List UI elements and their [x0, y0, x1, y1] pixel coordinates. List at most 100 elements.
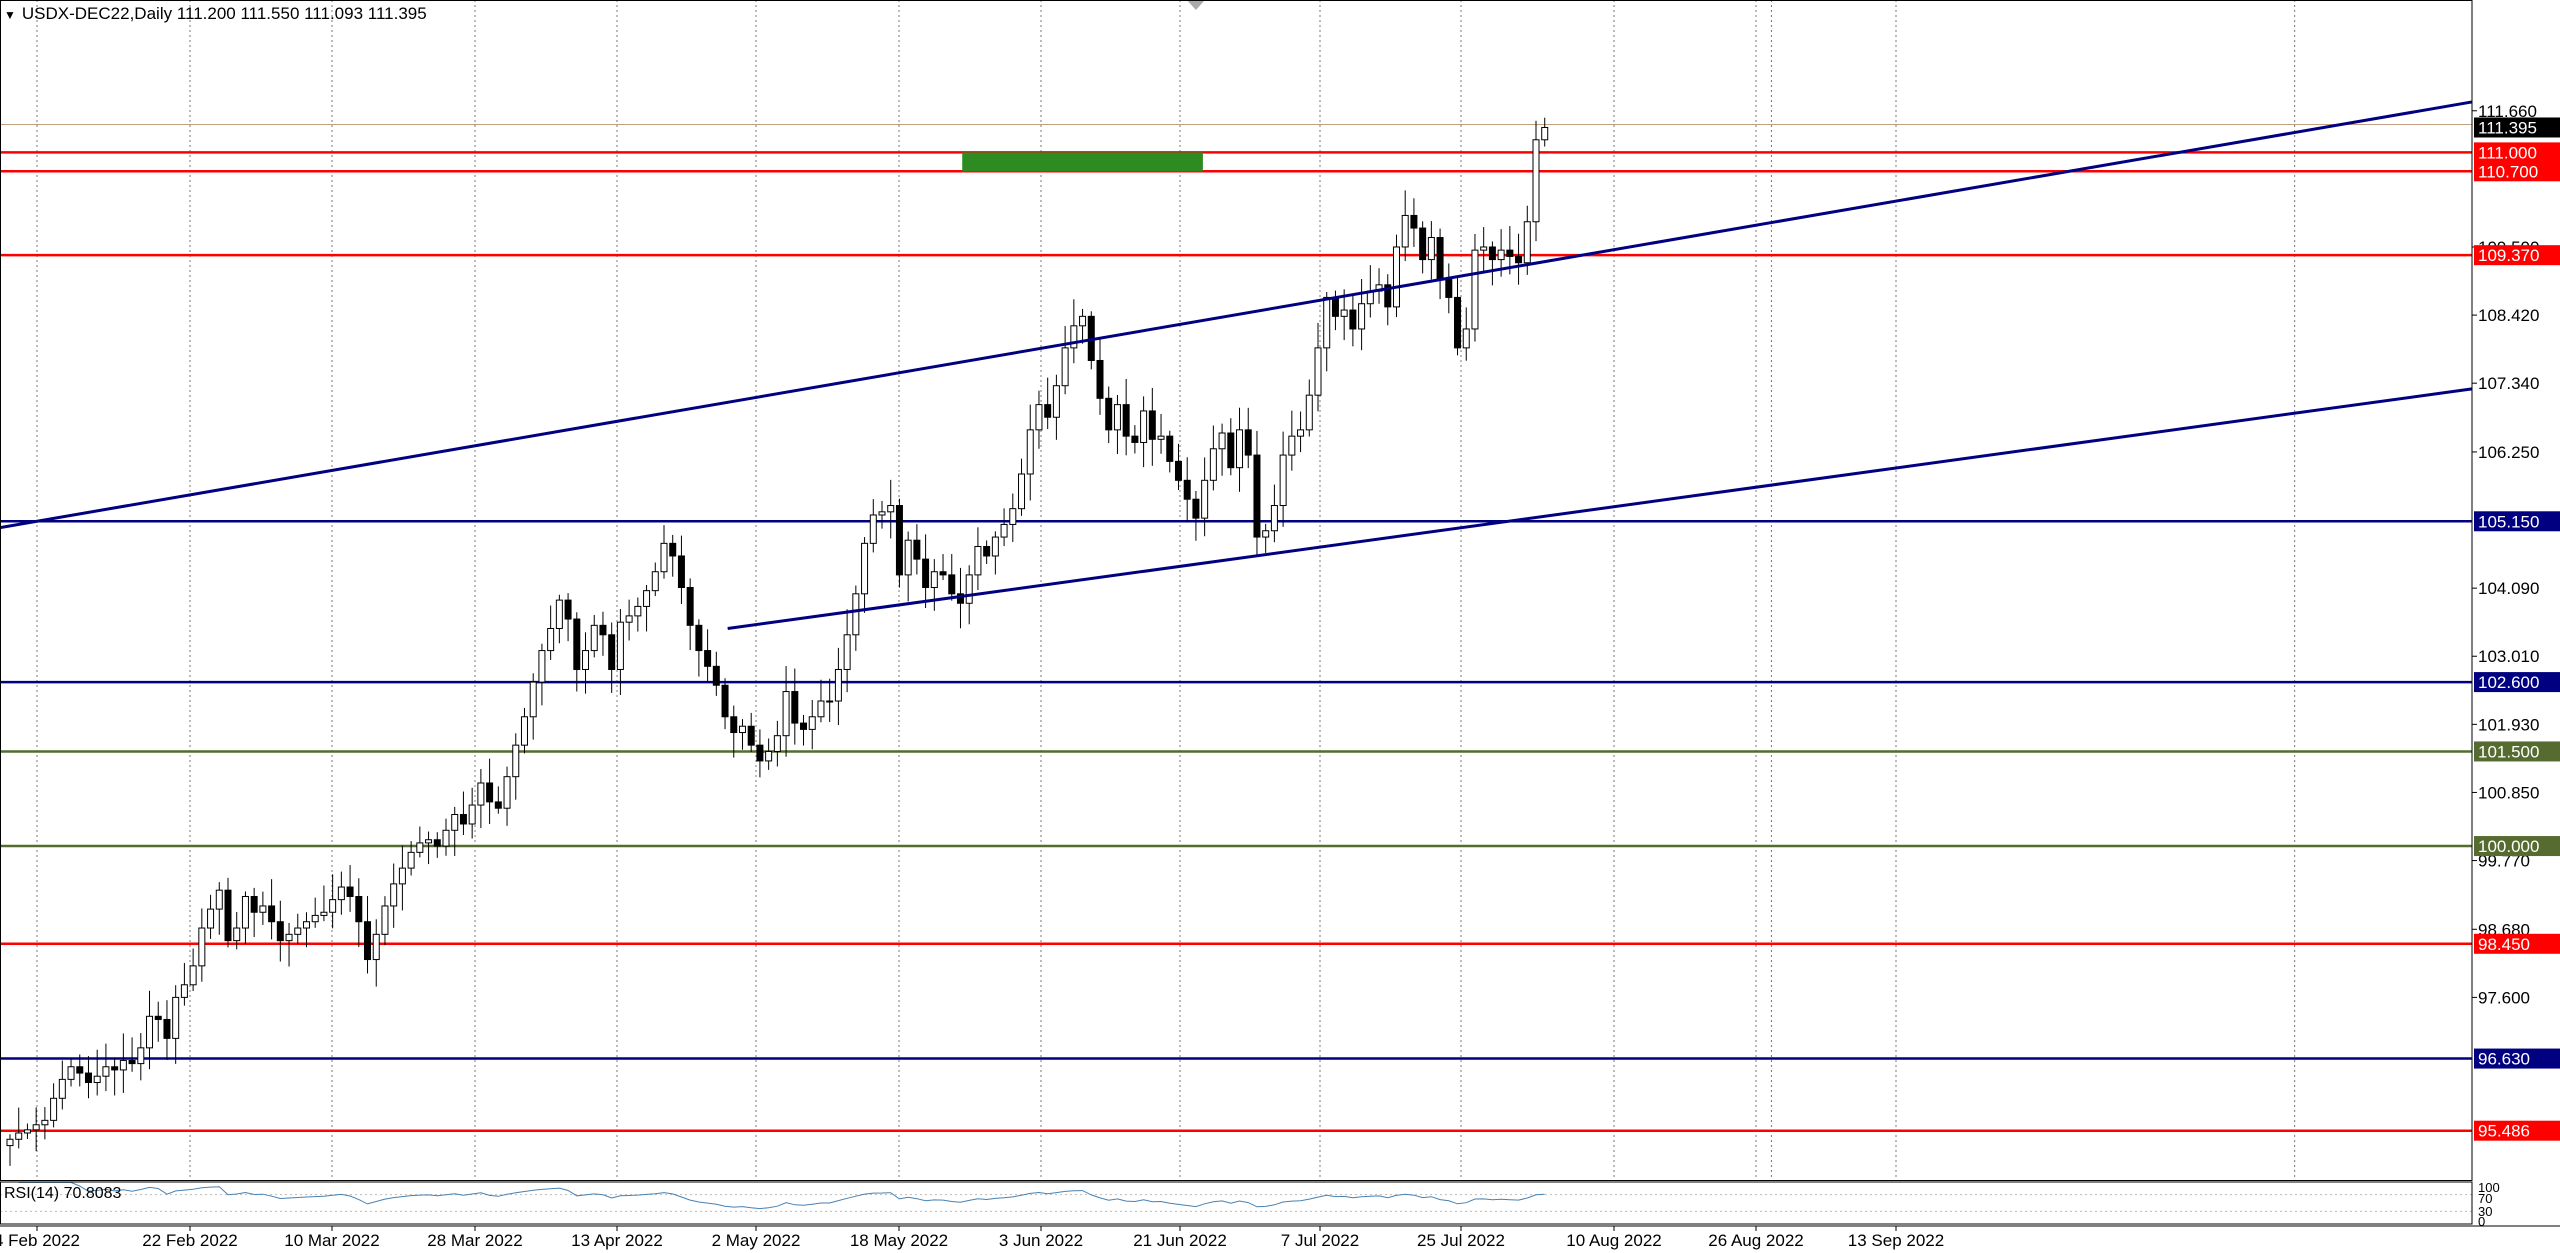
- bull-candle-body: [878, 511, 886, 516]
- y-tick-label: 111.660: [2478, 102, 2537, 121]
- candle: [1131, 425, 1139, 454]
- bear-candle-body: [276, 921, 284, 942]
- candle: [590, 614, 598, 658]
- collapse-triangle-icon[interactable]: ▼: [4, 8, 16, 22]
- bull-candle-body: [965, 574, 973, 604]
- candle: [1096, 339, 1104, 415]
- bull-candle-body: [1061, 347, 1069, 387]
- candle: [1323, 292, 1331, 372]
- candle: [1218, 423, 1226, 476]
- bear-candle-body: [76, 1066, 84, 1074]
- bull-candle-body: [1000, 523, 1008, 538]
- bear-candle-body: [721, 684, 729, 718]
- bear-candle-body: [1096, 359, 1104, 399]
- bear-candle-body: [1349, 309, 1357, 330]
- bear-candle-body: [268, 905, 276, 923]
- candle: [1541, 117, 1549, 147]
- bull-candle-body: [207, 908, 215, 929]
- bull-candle-body: [1323, 296, 1331, 349]
- candle: [643, 584, 651, 632]
- candle: [503, 766, 511, 826]
- grid: [36, 0, 2296, 1180]
- bull-candle-body: [390, 883, 398, 907]
- candle: [704, 629, 712, 683]
- candle: [730, 705, 738, 758]
- bear-candle-body: [1253, 454, 1261, 538]
- candle: [616, 609, 624, 696]
- candle: [41, 1107, 49, 1140]
- candle: [721, 678, 729, 730]
- bull-candle-body: [285, 933, 293, 942]
- candle: [1419, 221, 1427, 274]
- candle: [1113, 394, 1121, 455]
- trend-channel: [0, 0, 2473, 630]
- bear-candle-body: [1515, 255, 1523, 264]
- bear-candle-body: [224, 889, 232, 942]
- bull-candle-body: [442, 829, 450, 847]
- candle: [320, 885, 328, 922]
- candle: [904, 531, 912, 602]
- candle: [738, 719, 746, 750]
- candle: [573, 612, 581, 692]
- supply-zone: [962, 152, 1203, 172]
- bull-candle-body: [32, 1124, 40, 1131]
- candle: [93, 1049, 101, 1096]
- candle: [128, 1037, 136, 1072]
- bull-candle-body: [1358, 303, 1366, 330]
- bull-candle-body: [1262, 530, 1270, 538]
- candle: [887, 479, 895, 539]
- candle: [1349, 293, 1357, 347]
- candle: [102, 1043, 110, 1092]
- candle: [268, 879, 276, 940]
- bear-candle-body: [250, 895, 258, 913]
- bull-candle-body: [651, 571, 659, 592]
- rsi-frame: [0, 1181, 2473, 1225]
- bull-candle-body: [616, 621, 624, 670]
- x-tick-label: 7 Jul 2022: [1281, 1231, 1359, 1250]
- bear-candle-body: [433, 839, 441, 847]
- bear-candle-body: [1436, 237, 1444, 280]
- bull-candle-body: [180, 984, 188, 998]
- bull-candle-body: [1157, 435, 1165, 440]
- candle: [1471, 233, 1479, 342]
- bear-candle-body: [712, 665, 720, 686]
- bear-candle-body: [922, 558, 930, 589]
- candle: [459, 791, 467, 835]
- bear-candle-body: [1131, 435, 1139, 443]
- candle: [111, 1057, 119, 1096]
- bull-candle-body: [861, 542, 869, 595]
- x-tick-label: 18 May 2022: [850, 1231, 948, 1250]
- y-tick-label: 108.420: [2478, 306, 2539, 325]
- bear-candle-body: [1183, 479, 1191, 500]
- level-price-box: [2474, 511, 2560, 532]
- bull-candle-body: [582, 650, 590, 670]
- candle: [486, 758, 494, 825]
- candle: [1262, 523, 1270, 553]
- lower-channel-line: [727, 387, 2473, 630]
- bull-candle-body: [843, 634, 851, 670]
- candle: [1488, 241, 1496, 286]
- candle: [1279, 431, 1287, 527]
- candle: [198, 908, 206, 982]
- bear-candle-body: [564, 599, 572, 620]
- bull-candle-body: [50, 1097, 58, 1121]
- rsi-scale-label: 100: [2478, 1180, 2500, 1195]
- candle: [765, 738, 773, 770]
- candle: [695, 619, 703, 677]
- candle: [241, 891, 249, 945]
- candle: [468, 787, 476, 839]
- bull-candle-body: [102, 1066, 110, 1077]
- bull-candle-body: [634, 605, 642, 617]
- horizontal-levels: [0, 123, 2472, 1132]
- candle: [154, 1001, 162, 1042]
- candle: [1079, 308, 1087, 344]
- candle: [660, 525, 668, 579]
- candle: [1183, 457, 1191, 523]
- symbol-line: USDX-DEC22,Daily 111.200 111.550 111.093…: [21, 4, 427, 23]
- bull-candle-body: [826, 700, 834, 703]
- bear-candle-body: [364, 921, 372, 961]
- current-price-box: [2474, 117, 2560, 138]
- bear-candle-body: [1445, 278, 1453, 298]
- bull-candle-body: [1279, 454, 1287, 507]
